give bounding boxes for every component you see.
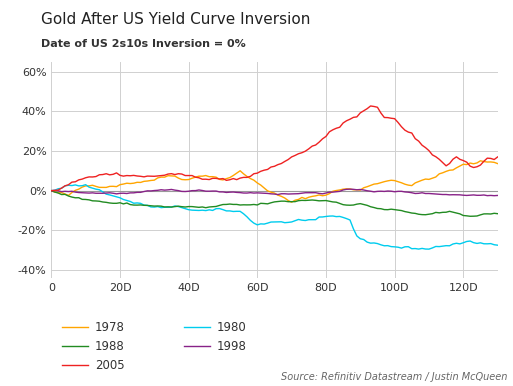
1978 — [213, 175, 219, 179]
1998 — [213, 189, 219, 193]
2005 — [65, 183, 71, 187]
1998 — [391, 190, 398, 194]
1998 — [48, 188, 54, 193]
1980 — [216, 206, 223, 211]
1998 — [347, 187, 353, 191]
1988 — [302, 198, 308, 203]
1998 — [491, 193, 497, 198]
1978 — [189, 176, 195, 181]
1988 — [495, 212, 501, 216]
2005 — [302, 149, 308, 154]
2005 — [367, 104, 373, 108]
1980 — [278, 220, 284, 224]
Text: Gold After US Yield Curve Inversion: Gold After US Yield Curve Inversion — [41, 12, 310, 27]
1988 — [378, 207, 384, 211]
1980 — [426, 247, 432, 251]
2005 — [381, 115, 387, 120]
1978 — [495, 161, 501, 166]
1998 — [189, 188, 195, 193]
1998 — [495, 193, 501, 198]
1980 — [192, 208, 199, 213]
1998 — [89, 191, 95, 195]
1988 — [127, 202, 133, 207]
Legend: 1978, 1988, 2005, 1980, 1998: 1978, 1988, 2005, 1980, 1998 — [57, 316, 251, 376]
2005 — [127, 173, 133, 178]
1980 — [495, 243, 501, 247]
2005 — [48, 188, 54, 193]
2005 — [495, 155, 501, 159]
Line: 1998: 1998 — [51, 189, 498, 196]
Text: Source: Refinitiv Datastream / Justin McQueen: Source: Refinitiv Datastream / Justin Mc… — [282, 372, 508, 382]
1978 — [288, 200, 294, 205]
1988 — [48, 188, 54, 193]
1988 — [326, 199, 332, 203]
1980 — [391, 244, 398, 249]
1978 — [391, 178, 398, 183]
1980 — [83, 182, 89, 187]
2005 — [326, 129, 332, 134]
1978 — [478, 159, 484, 163]
Line: 1988: 1988 — [51, 191, 498, 216]
1998 — [223, 190, 229, 195]
1980 — [48, 188, 54, 193]
1988 — [467, 214, 473, 218]
1978 — [223, 176, 229, 181]
2005 — [399, 124, 405, 129]
1988 — [65, 194, 71, 198]
1978 — [89, 183, 95, 188]
1980 — [227, 208, 233, 213]
1980 — [93, 187, 99, 191]
Line: 1978: 1978 — [51, 161, 498, 202]
1978 — [275, 193, 281, 198]
1978 — [48, 188, 54, 193]
1988 — [395, 208, 401, 213]
Text: Date of US 2s10s Inversion = 0%: Date of US 2s10s Inversion = 0% — [41, 39, 246, 49]
Line: 2005: 2005 — [51, 106, 498, 191]
1998 — [275, 192, 281, 197]
Line: 1980: 1980 — [51, 185, 498, 249]
